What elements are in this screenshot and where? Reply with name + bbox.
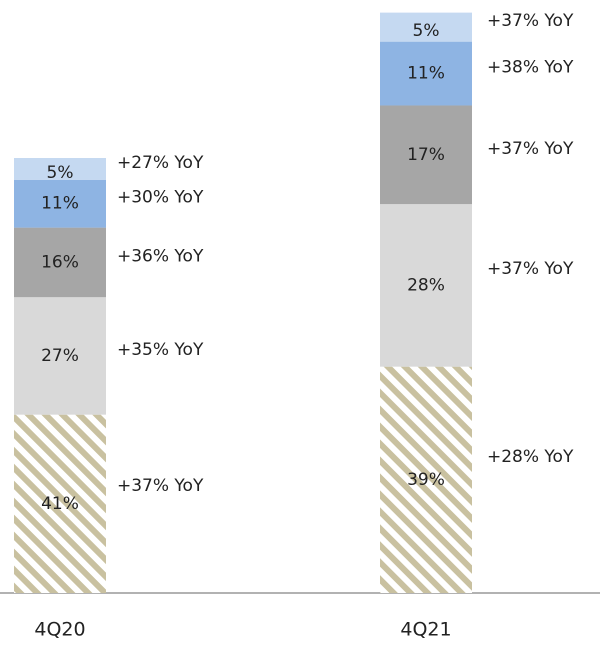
- value-label: 41%: [41, 494, 79, 514]
- bar-segment: [14, 414, 106, 593]
- bar-segment: [380, 12, 472, 42]
- yoy-label: +36% YoY: [117, 246, 204, 266]
- yoy-label: +37% YoY: [117, 476, 204, 496]
- yoy-label: +38% YoY: [487, 58, 574, 78]
- value-label: 28%: [407, 275, 445, 295]
- value-label: 27%: [41, 346, 79, 366]
- x-tick-label: 4Q20: [34, 619, 85, 641]
- bar-segment: [14, 158, 106, 180]
- value-label: 39%: [407, 470, 445, 490]
- yoy-label: +37% YoY: [487, 139, 574, 159]
- value-label: 5%: [413, 21, 440, 41]
- value-label: 5%: [47, 163, 74, 183]
- bar-segment: [14, 227, 106, 298]
- yoy-label: +30% YoY: [117, 188, 204, 208]
- bar-segment: [14, 179, 106, 228]
- bar-segment: [380, 204, 472, 367]
- bar-segment: [380, 105, 472, 205]
- value-label: 11%: [407, 64, 445, 84]
- x-tick-label: 4Q21: [400, 619, 451, 641]
- bar-segment: [14, 297, 106, 415]
- yoy-label: +27% YoY: [117, 153, 204, 173]
- yoy-label: +35% YoY: [117, 340, 204, 360]
- yoy-label: +28% YoY: [487, 447, 574, 467]
- value-label: 11%: [41, 194, 79, 214]
- bar-segment: [380, 41, 472, 106]
- value-label: 16%: [41, 252, 79, 272]
- yoy-label: +37% YoY: [487, 259, 574, 279]
- value-label: 17%: [407, 145, 445, 165]
- bar-segment: [380, 366, 472, 593]
- yoy-label: +37% YoY: [487, 11, 574, 31]
